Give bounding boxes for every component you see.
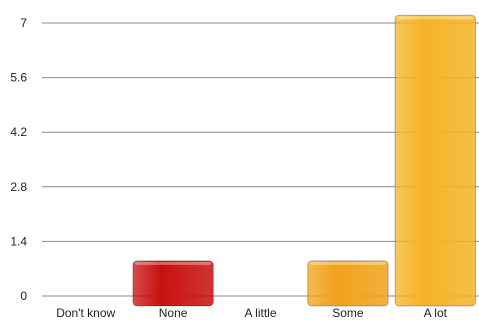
y-tick-label-2: 2.8 — [10, 180, 27, 194]
y-tick-label-0: 0 — [20, 289, 27, 303]
x-tick-label-4: A lot — [424, 306, 448, 320]
y-axis-ticks: 0 1.4 2.8 4.2 5.6 7 — [10, 16, 27, 303]
x-tick-label-3: Some — [332, 306, 364, 320]
y-tick-label-4: 5.6 — [10, 71, 27, 85]
y-tick-label-5: 7 — [20, 16, 27, 30]
bar-1 — [132, 260, 214, 307]
y-tick-label-3: 4.2 — [10, 125, 27, 139]
bar-highlight-1 — [134, 261, 212, 265]
bar-4 — [394, 14, 477, 307]
bar-highlight-3 — [309, 261, 387, 265]
x-tick-label-1: None — [159, 306, 188, 320]
bar-3 — [307, 260, 389, 307]
x-tick-label-0: Don't know — [56, 306, 115, 320]
bars — [132, 14, 477, 307]
y-tick-label-1: 1.4 — [10, 234, 27, 248]
bar-highlight-4 — [397, 16, 474, 20]
x-tick-label-2: A little — [244, 306, 276, 320]
x-axis-ticks: Don't know None A little Some A lot — [56, 306, 447, 320]
